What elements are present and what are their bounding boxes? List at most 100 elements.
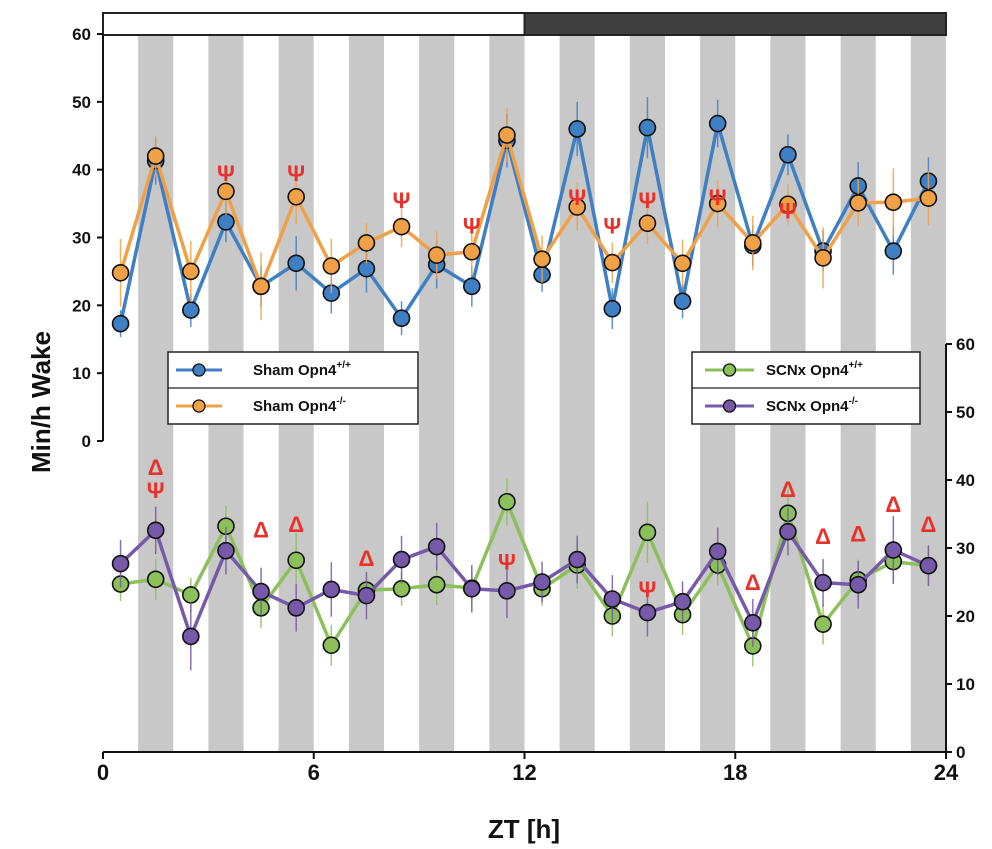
data-point — [919, 556, 938, 575]
right-y-tick-label-5: 50 — [956, 403, 975, 422]
data-point — [814, 573, 832, 592]
data-point — [603, 253, 622, 272]
data-point — [357, 234, 376, 252]
data-point — [673, 254, 692, 273]
data-point — [463, 277, 481, 296]
bottom-annotation-9: Δ — [815, 524, 831, 549]
right-y-tick-label-1: 10 — [956, 675, 975, 694]
top-annotation-7: Ψ — [709, 185, 727, 210]
data-point — [322, 636, 341, 655]
data-point — [217, 182, 235, 201]
right-y-tick-label-2: 20 — [956, 607, 975, 626]
bottom-legend: SCNx Opn4+/+ SCNx Opn4-/- — [691, 351, 921, 425]
legend-label: SCNx Opn4+/+ — [766, 360, 863, 379]
dark-phase-bar — [523, 12, 947, 36]
right-y-tick-label-0: 0 — [956, 743, 965, 762]
data-point — [322, 580, 341, 599]
data-point — [182, 301, 200, 319]
legend-swatch-marker — [192, 363, 206, 377]
legend-label: Sham Opn4-/- — [253, 396, 346, 415]
data-point — [217, 213, 235, 231]
series-line — [119, 528, 930, 639]
data-point — [568, 120, 586, 138]
bottom-annotation-2: Δ — [253, 518, 269, 543]
data-point — [884, 242, 903, 260]
data-point — [427, 537, 446, 556]
data-point — [182, 627, 200, 646]
top-annotation-5: Ψ — [603, 213, 621, 238]
axes: 0 10 20 30 40 50 60 0 10 20 30 40 50 60 0 6 12 18 24 — [72, 25, 975, 785]
bottom-annotation-1: Δ — [148, 455, 164, 480]
data-point — [814, 249, 832, 267]
data-point — [779, 195, 797, 214]
bottom-annotation-10: Δ — [850, 522, 866, 547]
top-annotation-4: Ψ — [568, 185, 586, 210]
data-point — [638, 118, 657, 137]
data-point — [568, 550, 586, 569]
data-point — [322, 257, 341, 275]
x-axis-title: ZT [h] — [488, 814, 560, 844]
data-point — [708, 542, 727, 561]
series — [111, 97, 938, 671]
data-point — [638, 603, 657, 622]
data-point — [849, 194, 867, 212]
data-point — [708, 114, 727, 133]
bottom-annotation-4: Δ — [359, 546, 375, 571]
bottom-annotation-7: Δ — [745, 570, 761, 595]
data-point — [217, 541, 235, 560]
data-point — [287, 188, 305, 206]
data-point — [498, 582, 516, 600]
data-point — [111, 314, 130, 333]
data-point — [779, 522, 797, 541]
bottom-annotation-5: Ψ — [498, 550, 516, 575]
x-tick-label-4: 24 — [934, 760, 959, 785]
data-point — [533, 250, 551, 269]
data-point — [638, 523, 657, 542]
data-point — [392, 309, 411, 328]
data-point — [287, 254, 305, 273]
legend-swatch-marker — [722, 399, 737, 413]
data-point — [533, 573, 551, 591]
data-point — [182, 586, 200, 604]
data-point — [708, 194, 727, 213]
bottom-annotation-0: Ψ — [147, 478, 165, 503]
top-annotation-2: Ψ — [393, 188, 411, 213]
top-annotation-6: Ψ — [639, 188, 657, 213]
data-point — [357, 586, 376, 605]
left-y-tick-label-1: 10 — [72, 364, 91, 383]
y-axis-title: Min/h Wake — [26, 331, 56, 473]
bottom-annotation-3: Δ — [288, 512, 304, 537]
bottom-series-1 — [111, 506, 938, 671]
data-point — [111, 263, 130, 282]
data-point — [849, 575, 867, 594]
light-dark-bar — [102, 12, 947, 36]
data-point — [744, 613, 762, 632]
data-point — [111, 554, 130, 573]
data-point — [919, 189, 938, 207]
x-tick-label-2: 12 — [512, 760, 536, 785]
legend-label: Sham Opn4+/+ — [253, 360, 351, 379]
right-y-tick-label-3: 30 — [956, 539, 975, 558]
data-point — [287, 599, 305, 617]
data-point — [463, 579, 481, 598]
bottom-annotation-12: Δ — [921, 512, 937, 537]
data-point — [182, 262, 200, 281]
data-point — [673, 292, 692, 311]
data-point — [252, 582, 270, 601]
left-y-tick-label-4: 40 — [72, 161, 91, 180]
data-point — [146, 521, 165, 540]
left-y-tick-label-0: 0 — [82, 432, 91, 451]
data-point — [146, 147, 165, 165]
data-point — [463, 242, 481, 261]
top-annotation-0: Ψ — [217, 161, 235, 186]
series-line — [118, 121, 931, 325]
data-point — [252, 277, 270, 296]
data-point — [884, 541, 903, 559]
bottom-annotation-8: Δ — [780, 477, 796, 502]
data-point — [146, 570, 165, 589]
stripe-4 — [419, 36, 455, 752]
data-point — [498, 492, 516, 511]
legend-swatch-marker — [192, 399, 206, 413]
data-point — [287, 551, 305, 570]
